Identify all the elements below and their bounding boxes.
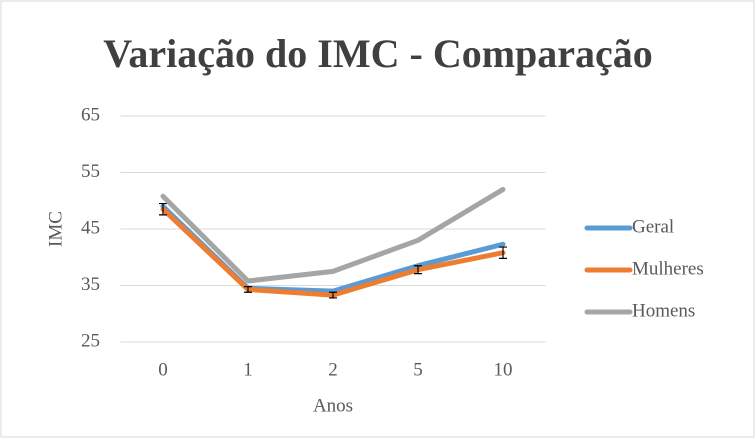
error-bar xyxy=(244,286,252,293)
series-line xyxy=(160,186,506,284)
error-bar xyxy=(499,246,507,259)
legend-label: Mulheres xyxy=(632,258,704,279)
x-tick-label: 2 xyxy=(328,359,338,380)
error-bar xyxy=(414,265,422,275)
legend-label: Geral xyxy=(632,216,674,237)
error-bar xyxy=(329,291,337,299)
x-tick-label: 5 xyxy=(413,359,423,380)
x-axis-label: Anos xyxy=(313,395,353,416)
y-axis-label: IMC xyxy=(45,211,66,247)
x-tick-label: 0 xyxy=(158,359,168,380)
y-tick-label: 25 xyxy=(81,330,100,351)
y-tick-label: 45 xyxy=(81,217,100,238)
x-tick-label: 1 xyxy=(243,359,253,380)
y-tick-label: 55 xyxy=(81,161,100,182)
legend-label: Homens xyxy=(632,300,695,321)
x-tick-label: 10 xyxy=(494,359,513,380)
y-tick-label: 35 xyxy=(81,274,100,295)
error-bar xyxy=(159,202,167,216)
chart-title: Variação do IMC - Comparação xyxy=(103,31,653,76)
y-tick-label: 65 xyxy=(81,104,100,125)
